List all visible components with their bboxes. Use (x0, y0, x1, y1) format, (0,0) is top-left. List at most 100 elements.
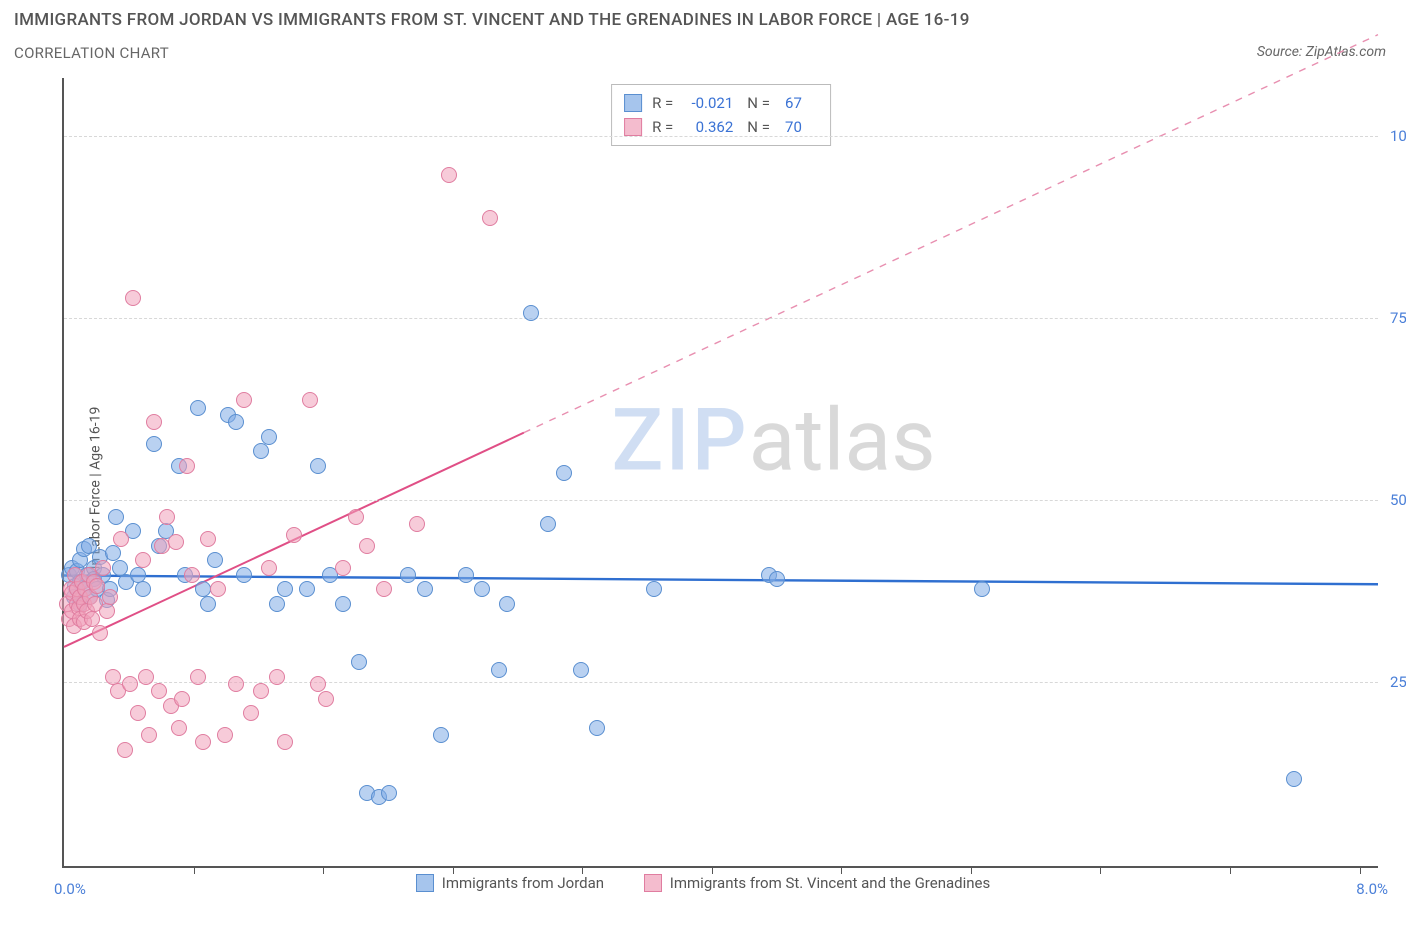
scatter-point-stvincent (253, 683, 269, 699)
scatter-point-stvincent (409, 516, 425, 532)
scatter-point-jordan (540, 516, 556, 532)
scatter-point-jordan (299, 581, 315, 597)
scatter-point-jordan (261, 429, 277, 445)
scatter-point-stvincent (335, 560, 351, 576)
scatter-point-jordan (381, 785, 397, 801)
x-tick (1360, 866, 1361, 874)
scatter-point-jordan (400, 567, 416, 583)
scatter-point-jordan (146, 436, 162, 452)
scatter-point-jordan (335, 596, 351, 612)
regression-lines (64, 78, 1378, 866)
gridline (64, 136, 1378, 137)
scatter-point-jordan (236, 567, 252, 583)
scatter-point-stvincent (151, 683, 167, 699)
scatter-point-jordan (474, 581, 490, 597)
x-tick (971, 866, 972, 874)
scatter-point-jordan (310, 458, 326, 474)
r-value-jordan: -0.021 (677, 91, 733, 115)
scatter-point-stvincent (125, 290, 141, 306)
scatter-point-jordan (228, 414, 244, 430)
scatter-point-stvincent (376, 581, 392, 597)
scatter-point-jordan (1286, 771, 1302, 787)
scatter-point-jordan (351, 654, 367, 670)
scatter-point-jordan (207, 552, 223, 568)
scatter-point-stvincent (146, 414, 162, 430)
scatter-point-jordan (200, 596, 216, 612)
scatter-point-jordan (573, 662, 589, 678)
scatter-point-stvincent (236, 392, 252, 408)
y-tick-label: 25.0% (1390, 673, 1406, 691)
x-tick (194, 866, 195, 874)
x-tick (582, 866, 583, 874)
scatter-point-stvincent (92, 625, 108, 641)
scatter-point-stvincent (168, 534, 184, 550)
y-tick-label: 75.0% (1390, 309, 1406, 327)
legend-label-jordan: Immigrants from Jordan (442, 874, 604, 892)
regression-solid-jordan (64, 576, 1378, 585)
scatter-point-jordan (523, 305, 539, 321)
gridline (64, 500, 1378, 501)
scatter-point-jordan (769, 571, 785, 587)
source-prefix: Source: (1257, 44, 1306, 60)
chart-subtitle: CORRELATION CHART (14, 44, 169, 62)
scatter-point-stvincent (95, 560, 111, 576)
scatter-point-stvincent (302, 392, 318, 408)
scatter-point-stvincent (102, 589, 118, 605)
scatter-point-stvincent (269, 669, 285, 685)
x-tick (323, 866, 324, 874)
bottom-legend: Immigrants from Jordan Immigrants from S… (14, 874, 1392, 896)
scatter-point-stvincent (179, 458, 195, 474)
scatter-point-jordan (277, 581, 293, 597)
scatter-point-jordan (556, 465, 572, 481)
x-tick (712, 866, 713, 874)
scatter-point-stvincent (117, 742, 133, 758)
scatter-point-jordan (190, 400, 206, 416)
scatter-point-stvincent (228, 676, 244, 692)
scatter-point-stvincent (122, 676, 138, 692)
x-tick (1100, 866, 1101, 874)
n-value-jordan: 67 (774, 91, 802, 115)
y-tick-label: 100.0% (1390, 127, 1406, 145)
scatter-point-stvincent (310, 676, 326, 692)
plot-area: ZIPatlas R = -0.021 N = 67 R = 0.362 N =… (62, 78, 1378, 868)
scatter-point-stvincent (113, 531, 129, 547)
source-name: ZipAtlas.com (1306, 44, 1386, 60)
scatter-point-stvincent (190, 669, 206, 685)
scatter-point-jordan (458, 567, 474, 583)
scatter-point-jordan (491, 662, 507, 678)
legend-label-stvincent: Immigrants from St. Vincent and the Gren… (670, 874, 990, 892)
scatter-point-stvincent (99, 603, 115, 619)
scatter-point-stvincent (482, 210, 498, 226)
legend-item-jordan: Immigrants from Jordan (416, 874, 604, 892)
chart-container: In Labor Force | Age 16-19 ZIPatlas R = … (14, 78, 1392, 898)
scatter-point-jordan (269, 596, 285, 612)
scatter-point-jordan (589, 720, 605, 736)
scatter-point-stvincent (130, 705, 146, 721)
scatter-point-jordan (135, 581, 151, 597)
scatter-point-stvincent (184, 567, 200, 583)
source-attribution: Source: ZipAtlas.com (1257, 44, 1386, 60)
x-tick (453, 866, 454, 874)
scatter-point-stvincent (84, 611, 100, 627)
y-tick-label: 50.0% (1390, 491, 1406, 509)
scatter-point-jordan (499, 596, 515, 612)
swatch-pink-icon (644, 874, 662, 892)
swatch-blue-icon (416, 874, 434, 892)
scatter-point-stvincent (261, 560, 277, 576)
scatter-point-jordan (108, 509, 124, 525)
scatter-point-stvincent (200, 531, 216, 547)
stats-row-jordan: R = -0.021 N = 67 (624, 91, 816, 115)
scatter-point-stvincent (348, 509, 364, 525)
x-tick (1230, 866, 1231, 874)
chart-title: IMMIGRANTS FROM JORDAN VS IMMIGRANTS FRO… (14, 10, 970, 30)
scatter-point-stvincent (441, 167, 457, 183)
scatter-point-stvincent (138, 669, 154, 685)
scatter-point-stvincent (217, 727, 233, 743)
scatter-point-stvincent (210, 581, 226, 597)
swatch-blue-icon (624, 94, 642, 112)
x-tick (841, 866, 842, 874)
r-label: R = (652, 91, 673, 115)
swatch-pink-icon (624, 118, 642, 136)
scatter-point-jordan (646, 581, 662, 597)
scatter-point-stvincent (286, 527, 302, 543)
